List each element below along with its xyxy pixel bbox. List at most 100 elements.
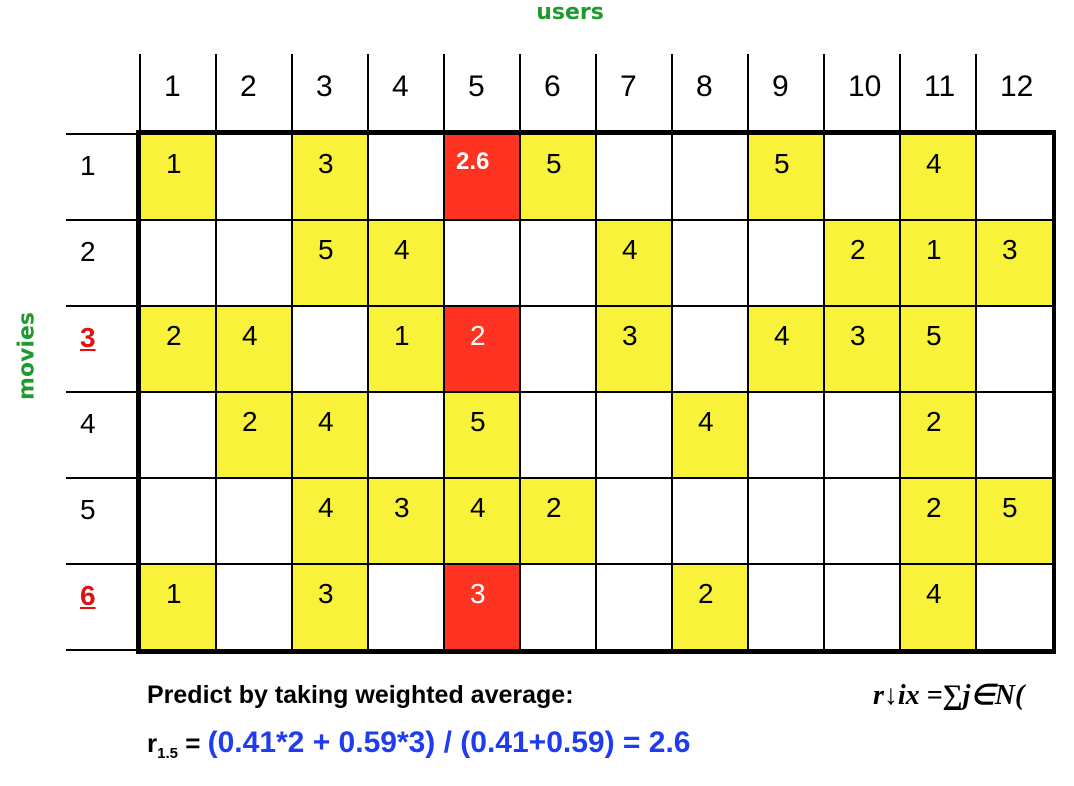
rating-cell — [596, 306, 672, 392]
rating-cell — [520, 134, 596, 220]
rating-value: 3 — [850, 320, 866, 351]
column-header-user: 7 — [620, 70, 637, 103]
rating-cell — [368, 220, 444, 306]
rating-value: 4 — [926, 578, 942, 609]
rating-value: 5 — [1002, 492, 1018, 523]
rating-value: 4 — [622, 234, 638, 265]
rating-value: 3 — [394, 492, 410, 523]
column-header-user: 3 — [316, 70, 333, 103]
rating-value: 5 — [318, 234, 334, 265]
calc-expression: (0.41*2 + 0.59*3) / (0.41+0.59) = 2.6 — [207, 726, 691, 759]
rating-value: 5 — [926, 320, 942, 351]
grid-line-horizontal — [66, 477, 1052, 479]
rating-cell — [140, 306, 216, 392]
column-header-user: 10 — [848, 70, 882, 103]
rating-value: 2 — [242, 406, 258, 437]
rating-value: 5 — [546, 148, 562, 179]
rating-value: 5 — [774, 148, 790, 179]
calc-equals: = — [177, 728, 208, 758]
row-header-movie: 3 — [80, 322, 96, 353]
calc-subscript: 1.5 — [157, 745, 178, 763]
rating-value: 3 — [470, 578, 486, 609]
rating-value: 4 — [470, 492, 486, 523]
rating-cell — [900, 306, 976, 392]
grid-line-vertical — [595, 54, 597, 650]
rating-cell — [444, 564, 520, 650]
rating-cell — [140, 134, 216, 220]
rating-cell — [292, 478, 368, 564]
predict-caption: Predict by taking weighted average: — [147, 681, 574, 709]
grid-line-vertical — [747, 54, 749, 650]
grid-line-vertical — [215, 54, 217, 650]
rating-value: 4 — [394, 234, 410, 265]
rating-cell — [444, 134, 520, 220]
rating-cell — [292, 392, 368, 478]
grid-line-horizontal — [66, 133, 1052, 135]
grid-line-vertical — [975, 54, 977, 650]
rating-cell — [976, 478, 1052, 564]
rating-cell — [520, 478, 596, 564]
rating-value: 4 — [698, 406, 714, 437]
grid-line-horizontal — [66, 305, 1052, 307]
rating-cell — [444, 392, 520, 478]
row-header-movie: 5 — [80, 494, 96, 525]
rating-cell — [824, 220, 900, 306]
rating-cell — [140, 564, 216, 650]
rating-cell — [596, 220, 672, 306]
row-header-movie: 6 — [80, 580, 96, 611]
rating-value: 5 — [470, 406, 486, 437]
rating-cell — [748, 306, 824, 392]
rating-cell — [900, 134, 976, 220]
grid-line-vertical — [823, 54, 825, 650]
rating-value: 3 — [318, 148, 334, 179]
grid-line-vertical — [291, 54, 293, 650]
grid-line-horizontal — [66, 391, 1052, 393]
calc-variable: r1.5 — [147, 728, 178, 763]
rating-cell — [900, 392, 976, 478]
rating-value: 4 — [318, 406, 334, 437]
rating-value: 2 — [850, 234, 866, 265]
rating-value: 4 — [774, 320, 790, 351]
rating-value: 1 — [166, 578, 182, 609]
column-header-user: 11 — [924, 70, 956, 103]
rating-value: 1 — [926, 234, 942, 265]
grid-line-vertical — [899, 54, 901, 650]
grid-line-vertical — [443, 54, 445, 650]
grid-line-vertical — [671, 54, 673, 650]
rating-cell — [444, 478, 520, 564]
grid-line-horizontal — [66, 563, 1052, 565]
rating-value: 1 — [394, 320, 410, 351]
grid-line-horizontal — [66, 219, 1052, 221]
rating-cell — [368, 306, 444, 392]
rating-value: 4 — [318, 492, 334, 523]
rating-cell — [672, 392, 748, 478]
rating-cell — [900, 220, 976, 306]
rating-value: 3 — [622, 320, 638, 351]
rating-cell — [292, 134, 368, 220]
rating-value: 2 — [166, 320, 182, 351]
matrix-border — [136, 130, 1056, 654]
rating-cell — [292, 220, 368, 306]
row-header-movie: 2 — [80, 236, 96, 267]
column-header-user: 2 — [240, 70, 257, 103]
rating-value: 3 — [1002, 234, 1018, 265]
grid-line-vertical — [367, 54, 369, 650]
column-header-user: 12 — [1000, 70, 1034, 103]
column-header-user: 1 — [164, 70, 181, 103]
grid-line-vertical — [519, 54, 521, 650]
rating-cell — [216, 306, 292, 392]
rating-value: 2.6 — [456, 148, 490, 175]
rating-value: 2 — [546, 492, 562, 523]
rating-value: 4 — [926, 148, 942, 179]
rating-value: 3 — [318, 578, 334, 609]
rating-cell — [292, 564, 368, 650]
rating-cell — [900, 564, 976, 650]
rating-cell — [444, 306, 520, 392]
rating-value: 2 — [926, 406, 942, 437]
rating-cell — [900, 478, 976, 564]
formula-fragment: r↓ix =∑j∈N( — [873, 680, 1025, 711]
calculation-line: r1.5 = (0.41*2 + 0.59*3) / (0.41+0.59) =… — [147, 726, 690, 762]
rating-value: 2 — [470, 320, 486, 351]
column-header-user: 5 — [468, 70, 485, 103]
rating-value: 2 — [926, 492, 942, 523]
